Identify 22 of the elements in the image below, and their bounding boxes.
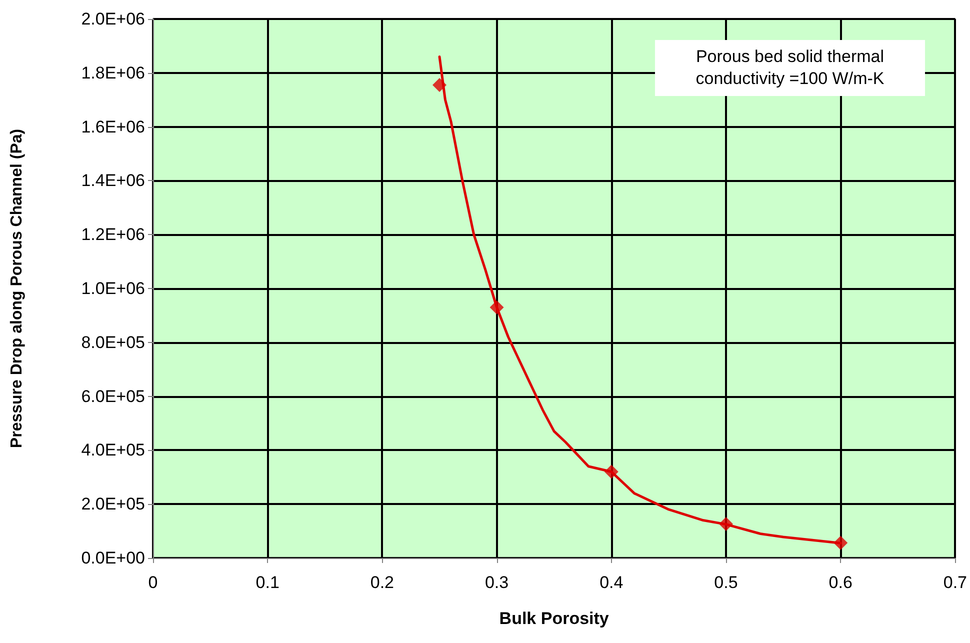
y-axis-title: Pressure Drop along Porous Channel (Pa) [8, 128, 26, 448]
x-axis-title: Bulk Porosity [499, 609, 610, 628]
y-tick-label: 6.0E+05 [81, 386, 145, 406]
y-tick-label: 1.6E+06 [81, 117, 145, 136]
y-tick-label: 1.2E+06 [81, 225, 145, 244]
y-tick-label: 4.0E+05 [81, 440, 145, 460]
y-tick-label: 8.0E+05 [81, 332, 145, 352]
y-tick-label: 1.0E+06 [81, 279, 145, 298]
y-tick-label: 2.0E+06 [81, 10, 145, 28]
x-tick-label: 0.2 [370, 573, 394, 592]
x-tick-label: 0.7 [943, 573, 968, 592]
y-tick-label: 2.0E+05 [81, 494, 145, 514]
x-tick-label: 0.5 [714, 573, 738, 592]
x-tick-label: 0.6 [828, 573, 852, 592]
y-tick-label: 1.4E+06 [81, 171, 145, 190]
x-tick-label: 0.1 [256, 573, 280, 592]
x-tick-label: 0 [148, 573, 158, 592]
y-tick-label: 1.8E+06 [81, 63, 145, 82]
x-tick-label: 0.3 [484, 573, 509, 592]
x-tick-label: 0.4 [600, 573, 624, 592]
y-tick-label: 0.0E+00 [81, 548, 145, 568]
annotation: Porous bed solid thermal conductivity =100 W/m-K [694, 46, 886, 90]
